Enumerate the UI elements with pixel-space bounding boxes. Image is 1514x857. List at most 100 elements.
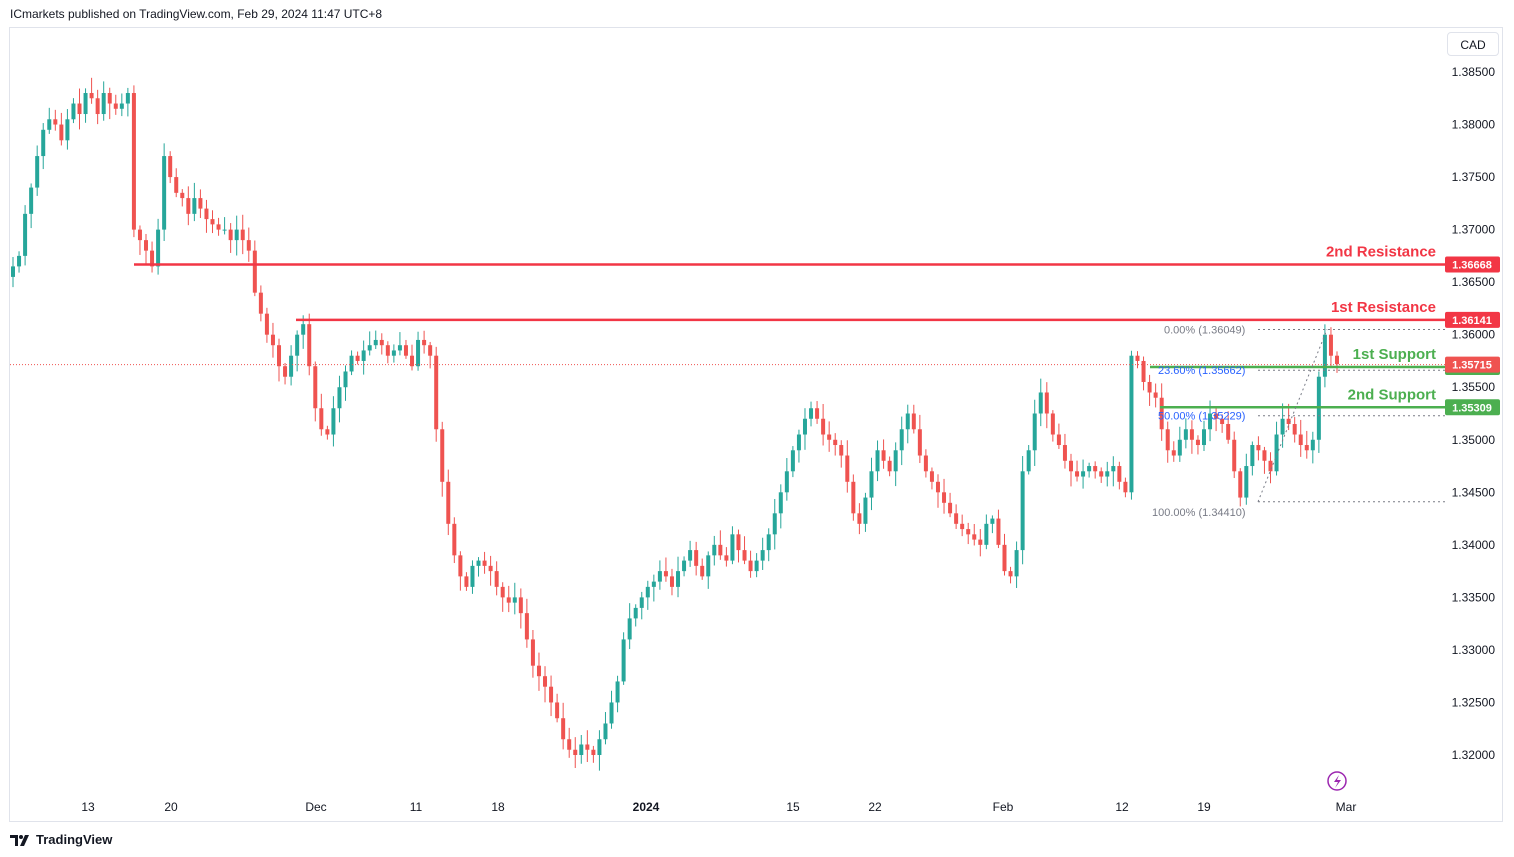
price-tag bbox=[1445, 256, 1500, 273]
resistance-label: 1st Resistance bbox=[1331, 299, 1436, 316]
candle-body bbox=[1292, 424, 1297, 435]
candle-body bbox=[464, 576, 469, 587]
candle-body bbox=[361, 350, 366, 361]
y-tick-label: 1.34000 bbox=[1452, 538, 1496, 552]
candle-body bbox=[700, 565, 705, 577]
candle-body bbox=[216, 224, 221, 230]
candle-body bbox=[899, 429, 904, 451]
candle-body bbox=[984, 523, 989, 545]
candle-body bbox=[1044, 392, 1049, 414]
price-tag-text: 1.36141 bbox=[1452, 315, 1492, 327]
y-tick-label: 1.37000 bbox=[1452, 223, 1496, 237]
price-tag bbox=[1445, 311, 1500, 328]
candle-body bbox=[107, 93, 112, 104]
x-tick-label: 22 bbox=[868, 800, 882, 814]
candle-body bbox=[857, 513, 862, 524]
candle-body bbox=[488, 565, 493, 572]
candle-body bbox=[603, 723, 608, 740]
candle-body bbox=[403, 345, 408, 356]
candle-body bbox=[845, 455, 850, 482]
candle-body bbox=[887, 460, 892, 472]
candle-body bbox=[180, 192, 185, 199]
candle-body bbox=[518, 597, 523, 614]
candle-body bbox=[240, 229, 245, 241]
candle-body bbox=[11, 266, 15, 277]
candle-body bbox=[815, 408, 820, 419]
candle-body bbox=[1250, 445, 1255, 467]
candle-body bbox=[1214, 413, 1219, 419]
candle-body bbox=[1256, 445, 1261, 451]
x-tick-label: Mar bbox=[1336, 800, 1357, 814]
candle-body bbox=[258, 292, 263, 314]
candle-body bbox=[1165, 429, 1170, 451]
price-tag bbox=[1445, 399, 1500, 416]
candle-body bbox=[960, 523, 965, 530]
candle-body bbox=[379, 339, 384, 346]
fib-level-label: 100.00% (1.34410) bbox=[1152, 507, 1246, 519]
candle-body bbox=[954, 513, 959, 524]
candle-body bbox=[1129, 355, 1134, 493]
candle-body bbox=[821, 418, 826, 435]
candle-body bbox=[1262, 450, 1267, 461]
candle-body bbox=[657, 571, 662, 582]
candle-body bbox=[367, 345, 372, 351]
x-tick-label: 18 bbox=[491, 800, 505, 814]
support-label: 1st Support bbox=[1353, 346, 1436, 363]
candle-body bbox=[772, 513, 777, 535]
resistance-label: 2nd Resistance bbox=[1326, 244, 1436, 261]
candle-body bbox=[101, 93, 106, 115]
candle-body bbox=[500, 586, 505, 598]
candle-body bbox=[337, 387, 342, 409]
candle-body bbox=[1002, 544, 1007, 572]
candle-body bbox=[615, 681, 620, 703]
candle-body bbox=[307, 324, 312, 367]
candle-body bbox=[1050, 413, 1055, 435]
fib-level-label: 23.60% (1.35662) bbox=[1158, 365, 1245, 377]
candle-body bbox=[422, 339, 427, 346]
x-tick-label: 2024 bbox=[633, 800, 660, 814]
candle-body bbox=[676, 571, 681, 587]
y-tick-label: 1.38500 bbox=[1452, 65, 1496, 79]
candle-body bbox=[482, 560, 487, 566]
candle-body bbox=[1208, 413, 1213, 430]
candle-body bbox=[325, 429, 330, 435]
candle-body bbox=[1087, 466, 1092, 472]
candle-body bbox=[270, 334, 275, 346]
candle-body bbox=[1105, 471, 1110, 477]
candle-body bbox=[1304, 445, 1309, 451]
candle-body bbox=[809, 408, 814, 419]
candle-body bbox=[663, 571, 668, 577]
candle-body bbox=[476, 560, 481, 566]
candle-body bbox=[150, 250, 155, 267]
candle-body bbox=[996, 518, 1001, 545]
candle-body bbox=[313, 366, 318, 409]
candle-body bbox=[688, 550, 693, 561]
tradingview-logo-icon bbox=[10, 834, 29, 846]
candle-body bbox=[561, 718, 566, 740]
candle-body bbox=[77, 103, 82, 115]
currency-label[interactable]: CAD bbox=[1447, 32, 1499, 56]
candle-body bbox=[585, 744, 590, 750]
candle-body bbox=[627, 618, 632, 640]
candle-body bbox=[784, 471, 789, 493]
candle-body bbox=[53, 119, 58, 125]
candle-body bbox=[144, 240, 149, 251]
candle-body bbox=[1081, 471, 1086, 477]
candle-body bbox=[434, 355, 439, 430]
candle-body bbox=[1141, 360, 1146, 382]
fib-trend-line bbox=[1257, 329, 1328, 502]
candle-body bbox=[905, 413, 910, 430]
candle-body bbox=[536, 665, 541, 677]
candle-body bbox=[113, 103, 118, 109]
lightning-icon[interactable] bbox=[1327, 771, 1347, 791]
candle-body bbox=[204, 208, 209, 220]
candle-body bbox=[942, 492, 947, 503]
tradingview-logo[interactable]: TradingView bbox=[10, 832, 112, 847]
candle-body bbox=[1008, 571, 1013, 577]
y-tick-label: 1.38000 bbox=[1452, 118, 1496, 132]
candle-body bbox=[65, 119, 70, 141]
price-axis: 1.38500 1.38000 1.37500 1.37000 1.36500 1.360… bbox=[1452, 65, 1496, 762]
candle-body bbox=[778, 492, 783, 514]
candle-body bbox=[156, 229, 161, 267]
